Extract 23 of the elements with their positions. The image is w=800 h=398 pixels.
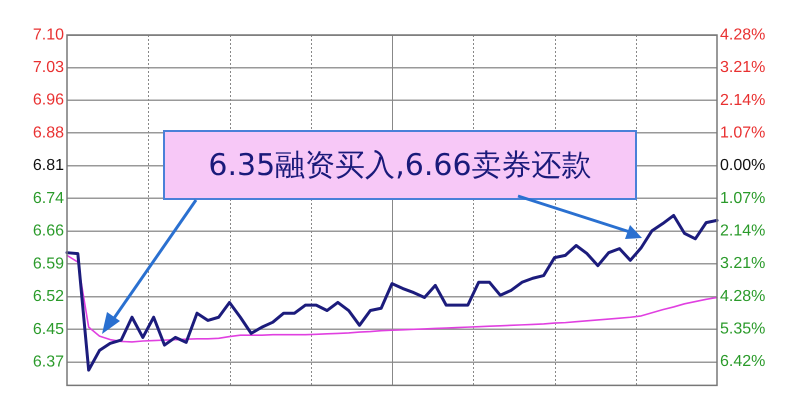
y2-tick-label: 4.28% [720, 288, 766, 305]
y2-tick-label: 6.42% [720, 353, 766, 370]
y-tick-label: 6.59 [32, 255, 64, 272]
y-tick-label: 6.96 [32, 92, 64, 109]
y2-tick-label: 3.21% [720, 255, 766, 272]
y-tick-label: 6.88 [32, 124, 64, 142]
y2-tick-label: 4.28% [720, 26, 766, 44]
y2-tick-label: 0.00% [720, 157, 766, 174]
y-tick-label: 6.37 [32, 353, 64, 370]
y-tick-label: 6.66 [32, 222, 64, 240]
y2-tick-label: 3.21% [720, 59, 766, 76]
y2-tick-label: 2.14% [720, 222, 766, 240]
y-tick-label: 7.03 [32, 58, 64, 76]
annotation: 6.35融资买入,6.66卖券还款 [163, 130, 637, 200]
y-tick-label: 7.10 [32, 26, 64, 44]
y2-tick-label: 2.14% [720, 92, 766, 109]
y2-tick-label: 5.35% [720, 320, 766, 338]
y2-tick-label: 1.07% [720, 124, 766, 142]
y-tick-label: 6.52 [32, 288, 64, 306]
y2-tick-label: 1.07% [720, 190, 766, 207]
y-tick-label: 6.74 [32, 190, 64, 207]
y-tick-label: 6.45 [32, 320, 64, 338]
y-tick-label: 6.81 [32, 157, 64, 174]
